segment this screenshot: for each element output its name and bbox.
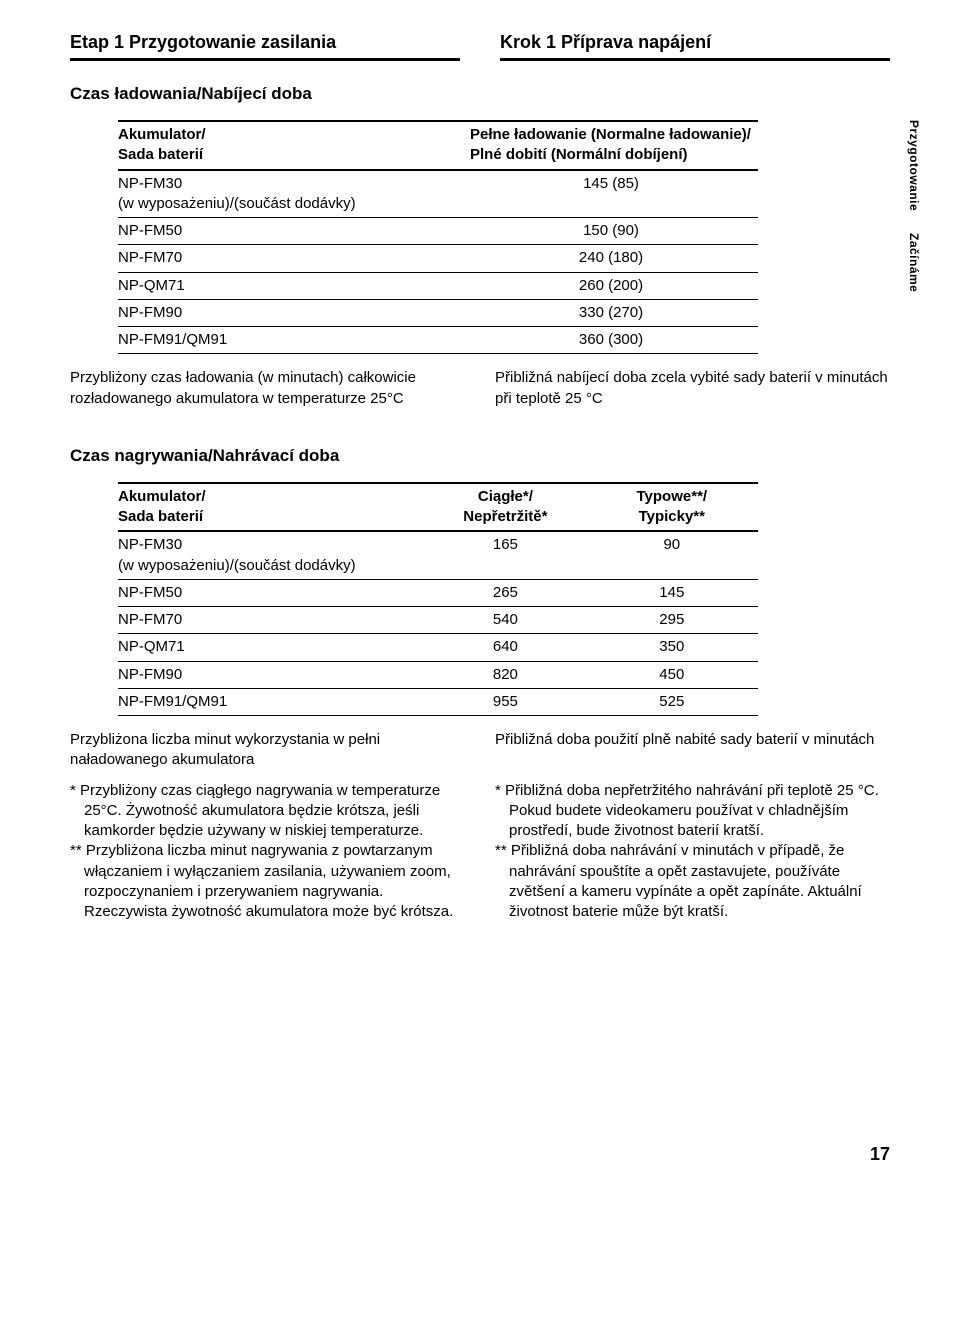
ast-left-1: * Przybliżony czas ciągłego nagrywania w… [70, 781, 465, 842]
section2-notes: Przybliżona liczba minut wykorzystania w… [70, 730, 890, 771]
ast-right-1: * Přibližná doba nepřetržitého nahrávání… [495, 781, 890, 842]
cell-name: NP-FM91/QM91 [118, 688, 425, 715]
cell-c1: 165 [425, 531, 591, 579]
table-row: NP-FM50265145 [118, 579, 758, 606]
table-row: NP-FM30 (w wyposażeniu)/(součást dodávky… [118, 531, 758, 579]
table-row: NP-FM50150 (90) [118, 218, 758, 245]
recording-table: Akumulator/ Sada baterií Ciągłe*/ Nepřet… [118, 482, 758, 716]
cell-c1: 540 [425, 607, 591, 634]
cell-value: 240 (180) [470, 245, 758, 272]
table-row: NP-QM71640350 [118, 634, 758, 661]
charging-th-right: Pełne ładowanie (Normalne ładowanie)/ Pl… [470, 121, 758, 170]
charging-table-block: Akumulator/ Sada baterií Pełne ładowanie… [118, 120, 758, 354]
cell-c2: 450 [592, 661, 758, 688]
recording-th-mid: Ciągłe*/ Nepřetržitě* [425, 483, 591, 532]
cell-name: NP-FM70 [118, 607, 425, 634]
side-label-a: Przygotowanie [906, 120, 922, 211]
recording-table-block: Akumulator/ Sada baterií Ciągłe*/ Nepřet… [118, 482, 758, 716]
side-label: Przygotowanie Začínáme [906, 120, 922, 310]
section2-note-right: Přibližná doba použití plně nabité sady … [495, 730, 890, 771]
cell-value: 360 (300) [470, 327, 758, 354]
recording-th-left: Akumulator/ Sada baterií [118, 483, 425, 532]
cell-c1: 265 [425, 579, 591, 606]
ast-right-2: ** Přibližná doba nahrávání v minutách v… [495, 841, 890, 922]
cell-name: NP-FM91/QM91 [118, 327, 470, 354]
cell-c2: 145 [592, 579, 758, 606]
table-row: NP-FM90820450 [118, 661, 758, 688]
cell-name: NP-FM30 (w wyposażeniu)/(součást dodávky… [118, 170, 470, 218]
cell-name: NP-FM50 [118, 579, 425, 606]
header-right: Krok 1 Příprava napájení [500, 30, 890, 61]
cell-c1: 640 [425, 634, 591, 661]
cell-name: NP-FM50 [118, 218, 470, 245]
table-row: NP-QM71260 (200) [118, 272, 758, 299]
cell-value: 330 (270) [470, 299, 758, 326]
cell-c1: 820 [425, 661, 591, 688]
section2-asterisks: * Przybliżony czas ciągłego nagrywania w… [70, 781, 890, 923]
section1-title: Czas ładowania/Nabíjecí doba [70, 83, 890, 106]
table-row: NP-FM91/QM91360 (300) [118, 327, 758, 354]
table-row: NP-FM90330 (270) [118, 299, 758, 326]
cell-c2: 295 [592, 607, 758, 634]
cell-c2: 90 [592, 531, 758, 579]
cell-name: NP-FM90 [118, 299, 470, 326]
table-row: NP-FM70540295 [118, 607, 758, 634]
cell-name: NP-QM71 [118, 634, 425, 661]
page-number: 17 [70, 1142, 890, 1166]
charging-table: Akumulator/ Sada baterií Pełne ładowanie… [118, 120, 758, 354]
table-row: NP-FM70240 (180) [118, 245, 758, 272]
section1-note-right: Přibližná nabíjecí doba zcela vybité sad… [495, 368, 890, 409]
cell-c1: 955 [425, 688, 591, 715]
recording-th-right: Typowe**/ Typicky** [592, 483, 758, 532]
page-headers: Etap 1 Przygotowanie zasilania Krok 1 Př… [70, 30, 890, 61]
table-row: NP-FM91/QM91955525 [118, 688, 758, 715]
cell-value: 145 (85) [470, 170, 758, 218]
cell-name: NP-FM30 (w wyposażeniu)/(součást dodávky… [118, 531, 425, 579]
charging-th-left: Akumulator/ Sada baterií [118, 121, 470, 170]
cell-value: 260 (200) [470, 272, 758, 299]
table-row: NP-FM30 (w wyposażeniu)/(součást dodávky… [118, 170, 758, 218]
section1-notes: Przybliżony czas ładowania (w minutach) … [70, 368, 890, 409]
cell-name: NP-FM90 [118, 661, 425, 688]
cell-c2: 525 [592, 688, 758, 715]
cell-name: NP-QM71 [118, 272, 470, 299]
section1-note-left: Przybliżony czas ładowania (w minutach) … [70, 368, 465, 409]
section2-note-left: Przybliżona liczba minut wykorzystania w… [70, 730, 465, 771]
side-label-b: Začínáme [906, 233, 922, 292]
header-left: Etap 1 Przygotowanie zasilania [70, 30, 460, 61]
cell-value: 150 (90) [470, 218, 758, 245]
cell-c2: 350 [592, 634, 758, 661]
cell-name: NP-FM70 [118, 245, 470, 272]
section2-title: Czas nagrywania/Nahrávací doba [70, 445, 890, 468]
ast-left-2: ** Przybliżona liczba minut nagrywania z… [70, 841, 465, 922]
